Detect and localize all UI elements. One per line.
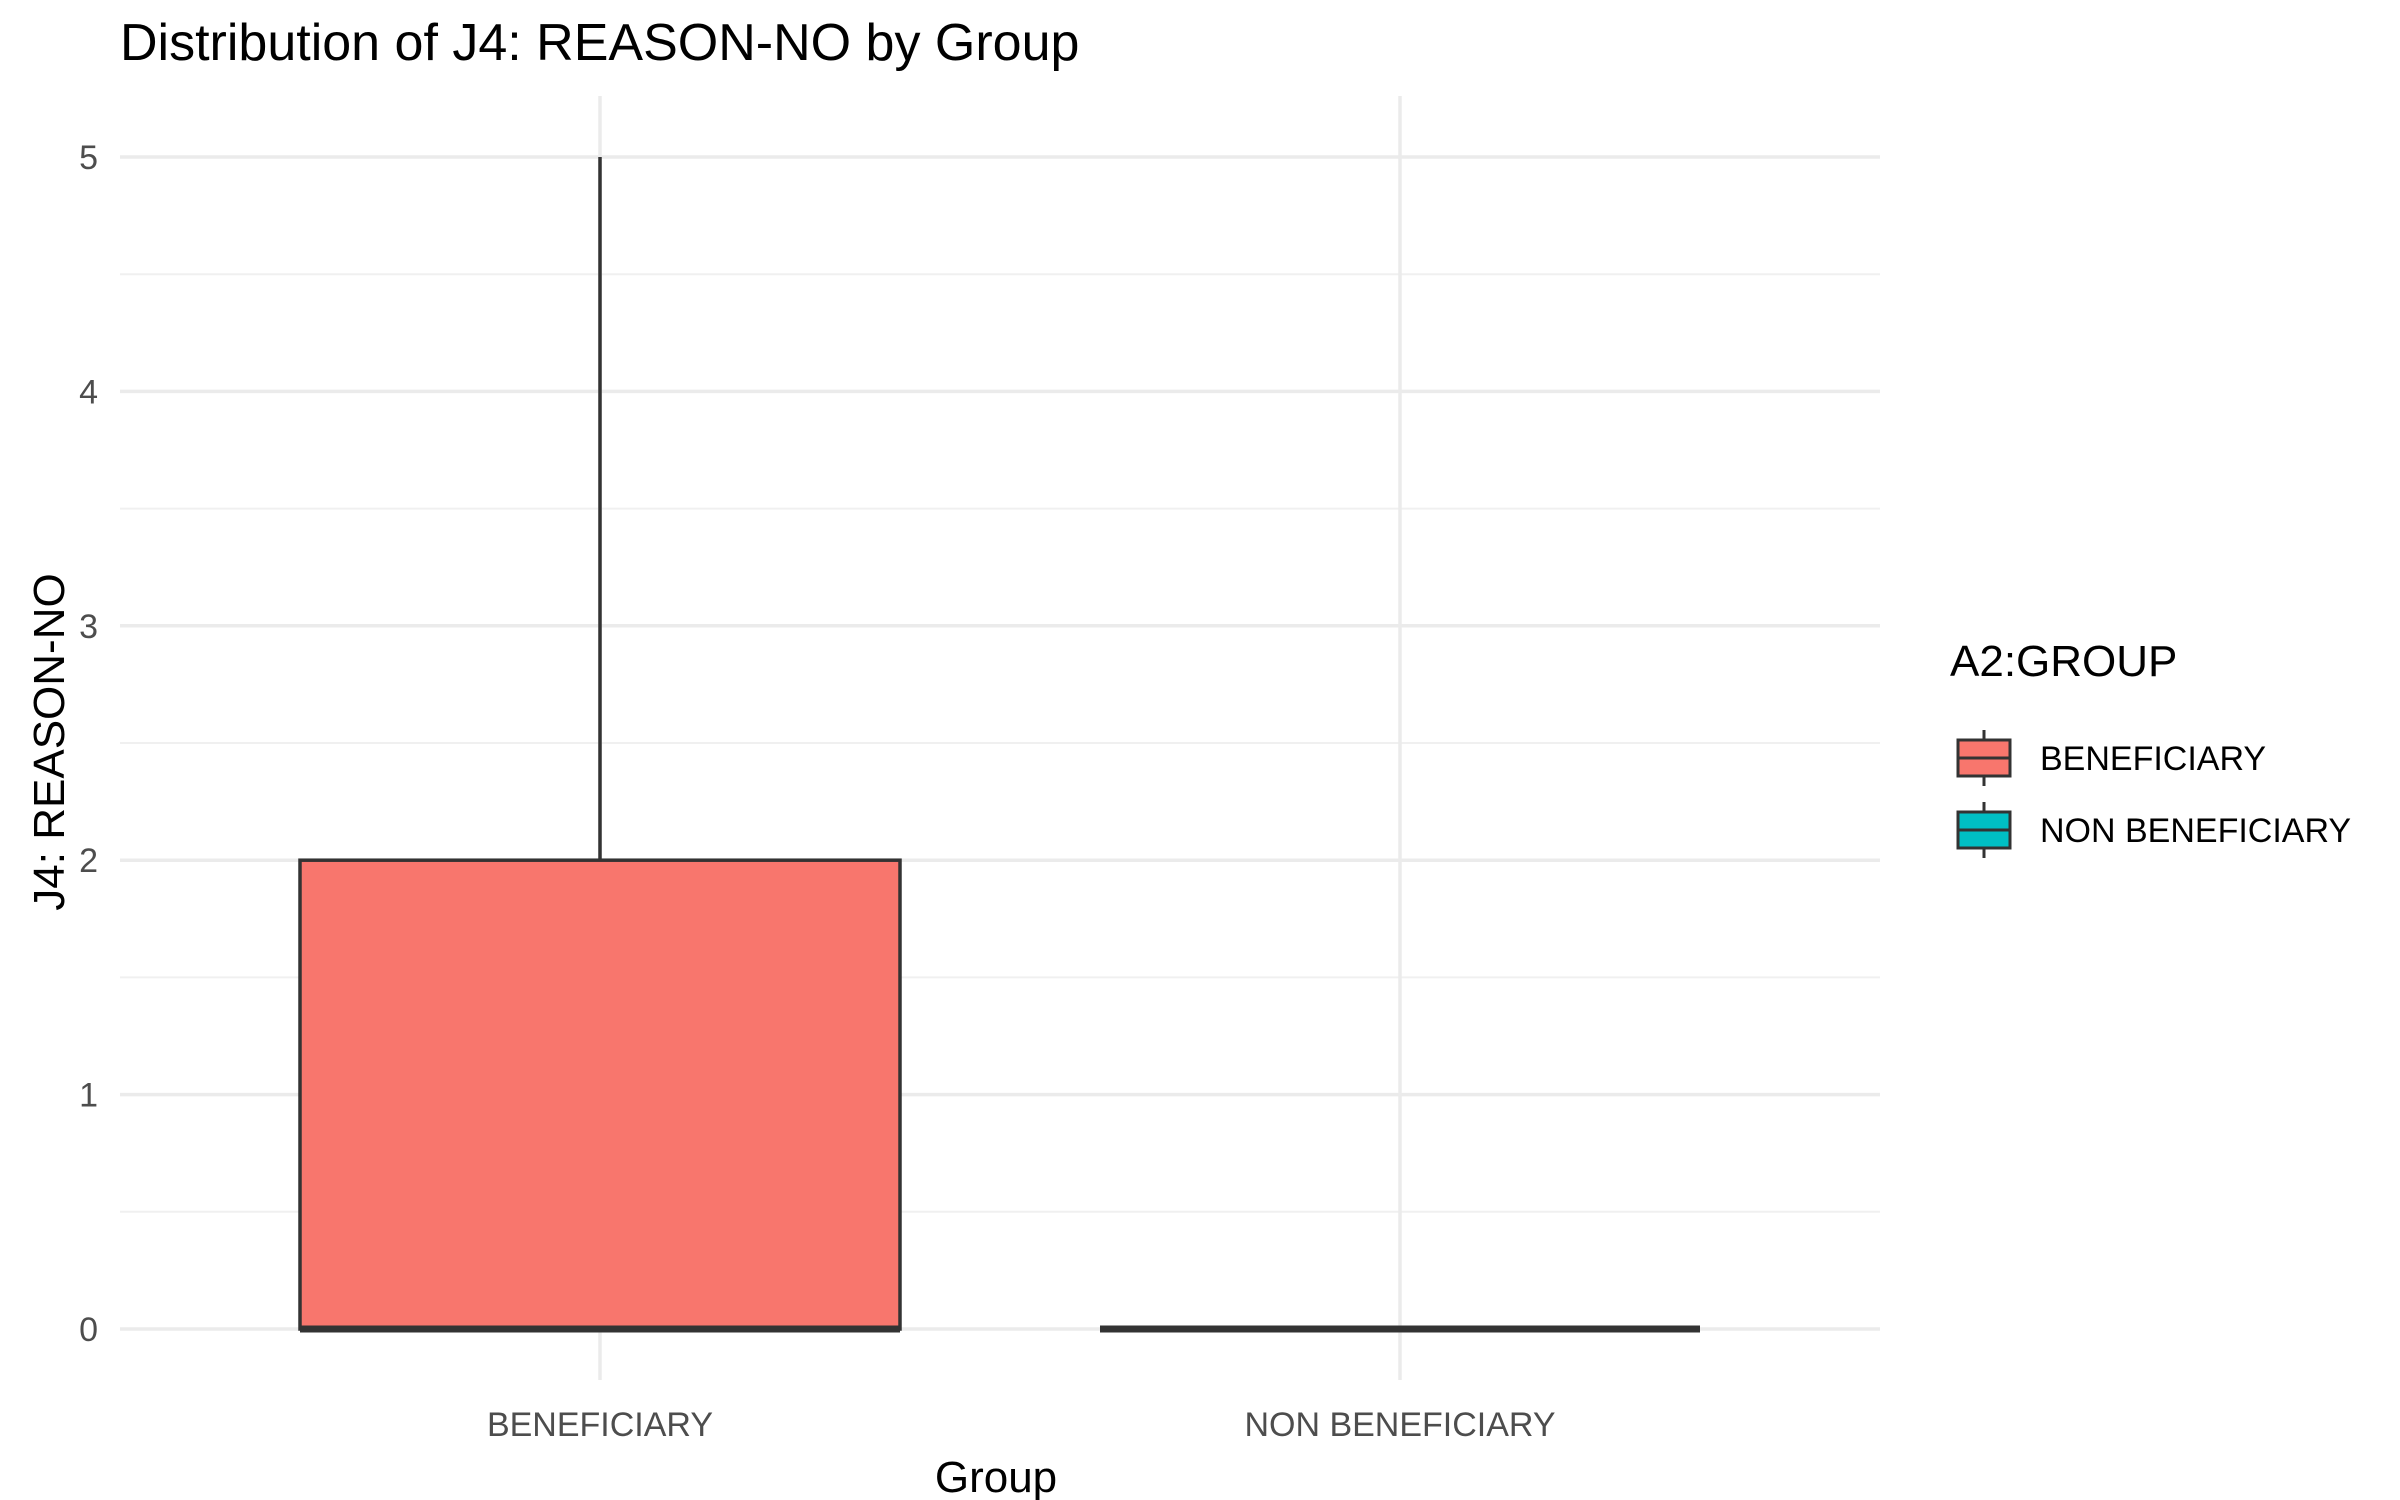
legend-label: NON BENEFICIARY	[2040, 812, 2351, 850]
x-tick-label: BENEFICIARY	[487, 1406, 713, 1444]
y-tick-label: 5	[79, 139, 98, 177]
y-tick-label: 0	[79, 1311, 98, 1349]
box-beneficiary	[298, 157, 902, 1333]
y-axis-title: J4: REASON-NO	[25, 573, 74, 910]
y-axis-ticks: 0 1 2 3 4 5	[79, 139, 98, 1349]
legend: A2:GROUP BENEFICIARY NON BENEFICIARY	[1950, 637, 2351, 858]
legend-entry: NON BENEFICIARY	[1956, 802, 2351, 858]
y-tick-label: 3	[79, 608, 98, 646]
x-axis-title: Group	[935, 1453, 1057, 1500]
box-body	[298, 858, 902, 1331]
y-tick-label: 4	[79, 373, 98, 411]
boxes	[298, 157, 1700, 1333]
x-axis-ticks: BENEFICIARY NON BENEFICIARY	[487, 1406, 1556, 1444]
legend-label: BENEFICIARY	[2040, 740, 2266, 778]
chart-title: Distribution of J4: REASON-NO by Group	[120, 14, 1079, 72]
y-tick-label: 1	[79, 1077, 98, 1115]
legend-entry: BENEFICIARY	[1956, 730, 2266, 786]
legend-entries: BENEFICIARY NON BENEFICIARY	[1956, 730, 2351, 858]
y-tick-label: 2	[79, 842, 98, 880]
legend-title: A2:GROUP	[1950, 637, 2177, 686]
x-tick-label: NON BENEFICIARY	[1244, 1406, 1555, 1444]
